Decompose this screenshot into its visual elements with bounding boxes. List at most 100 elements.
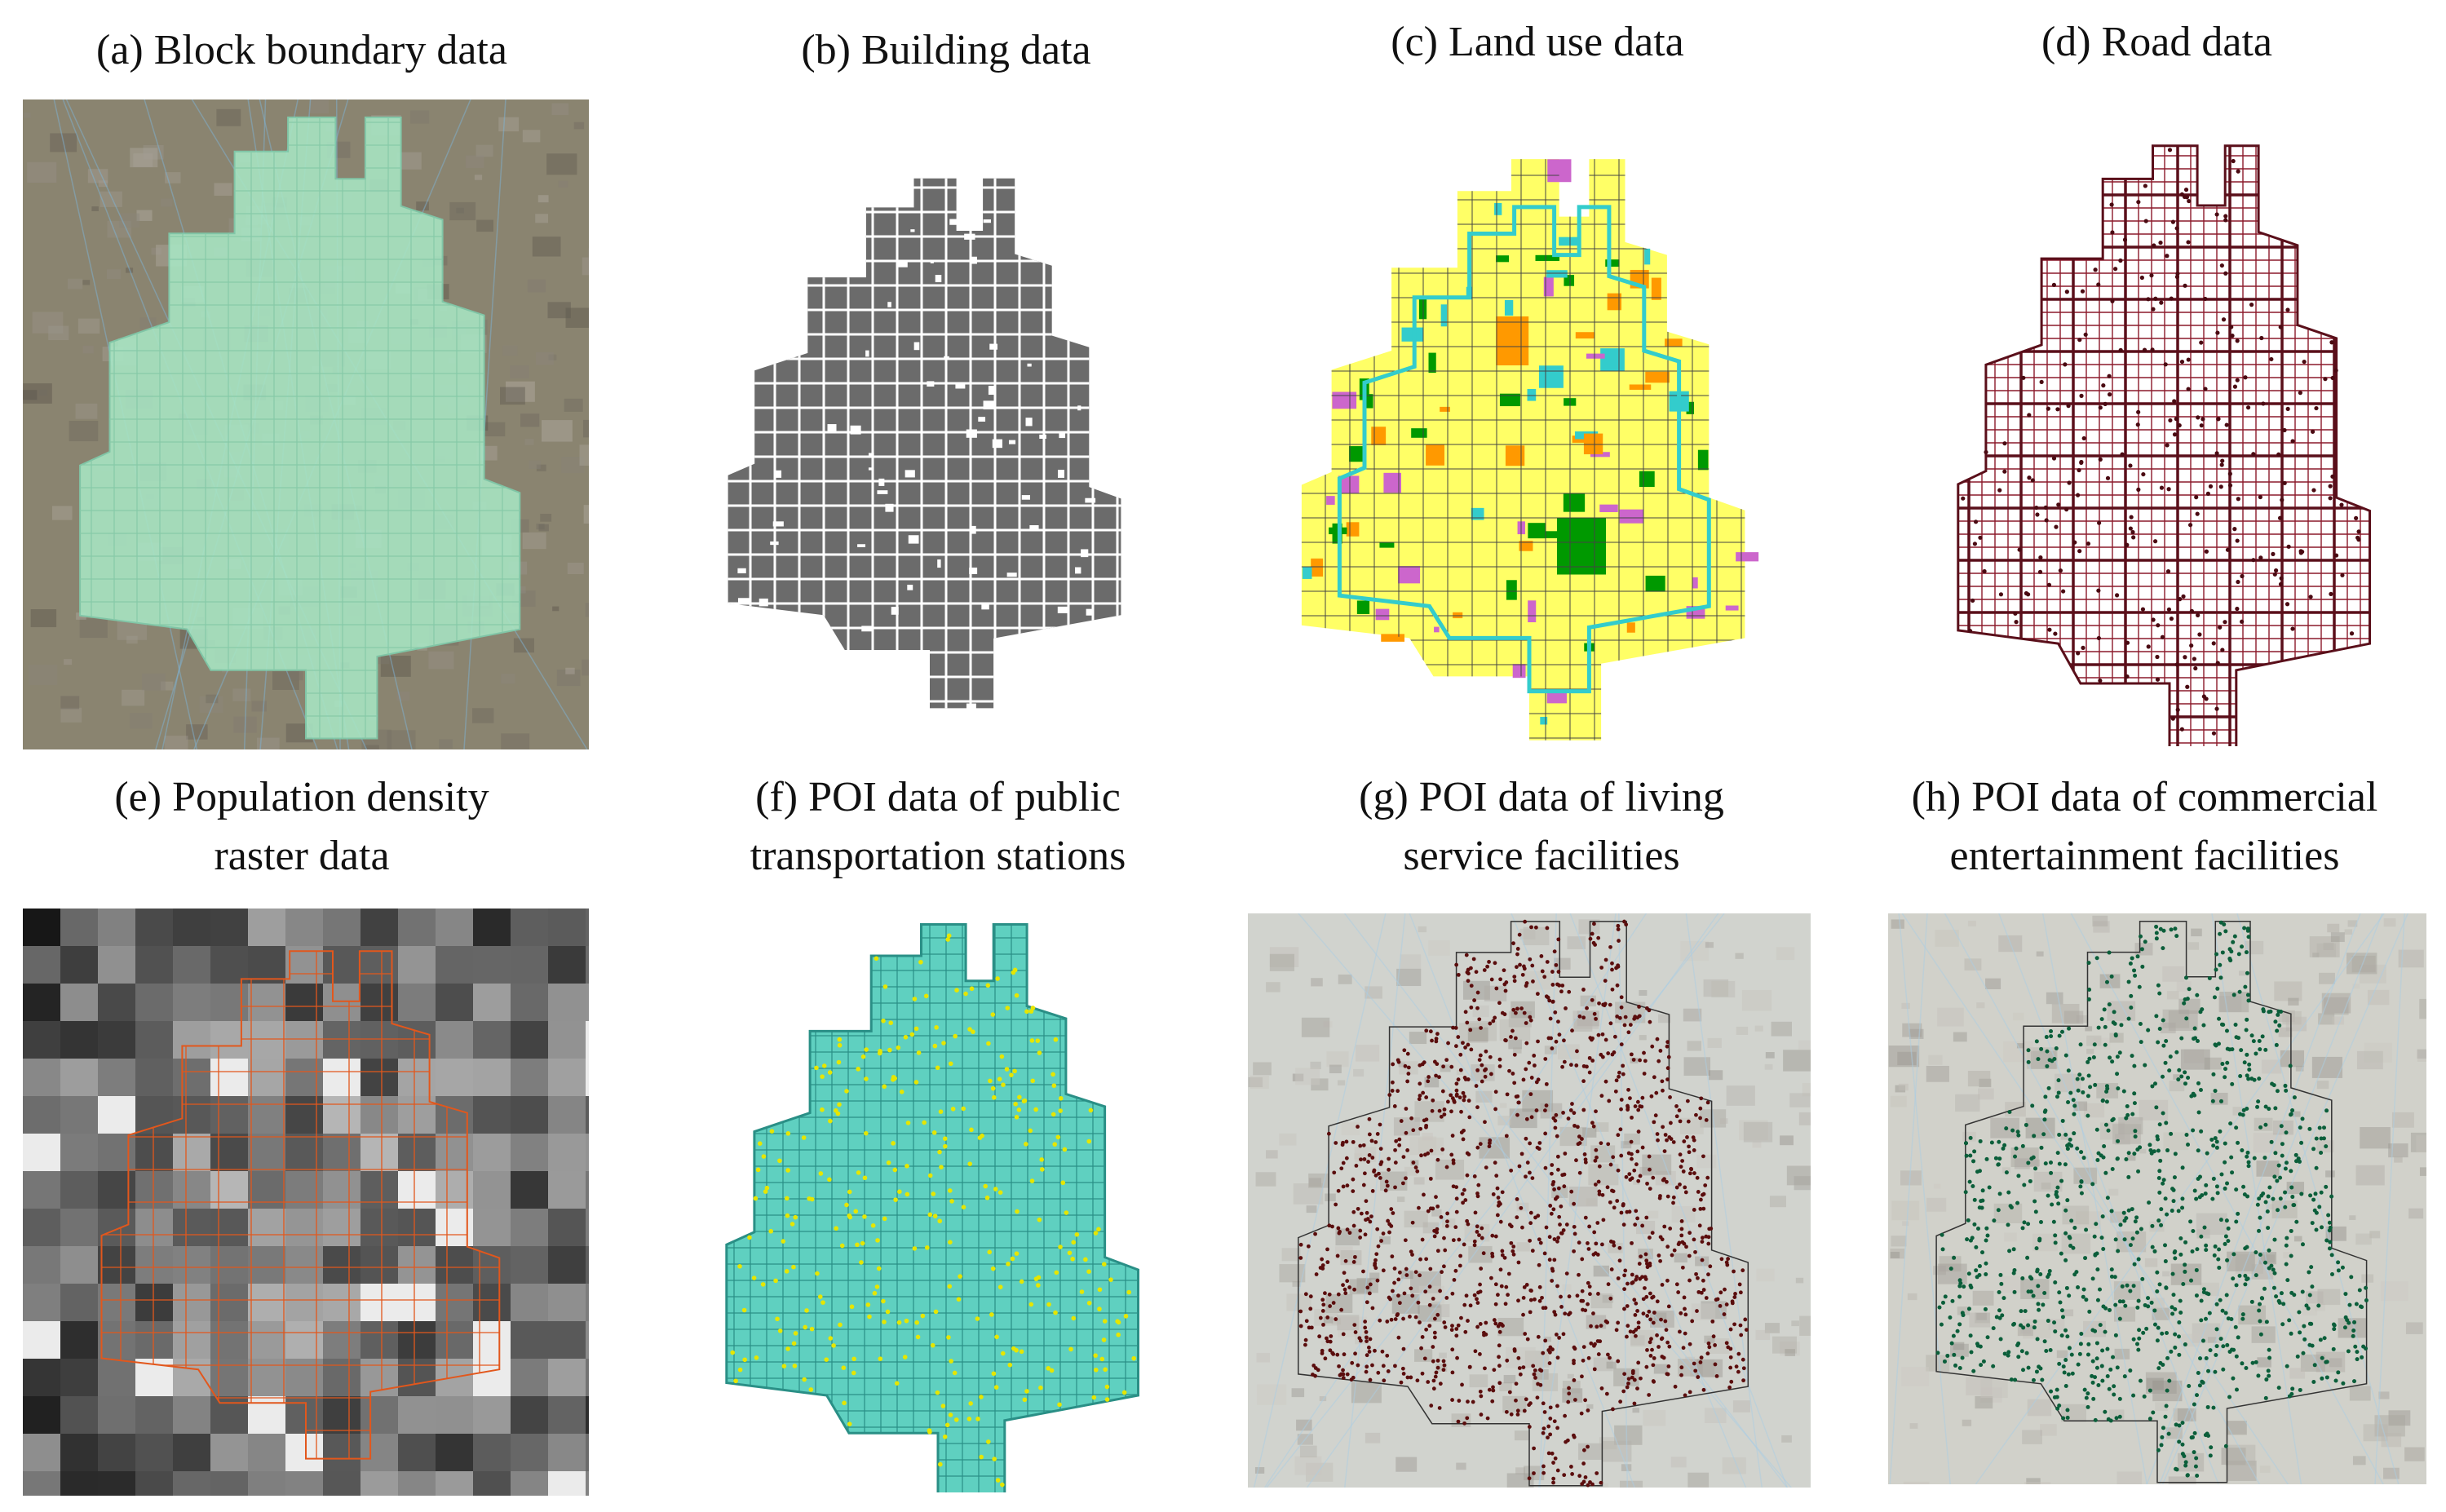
- commercial-poi: [2289, 1185, 2294, 1190]
- commercial-poi: [1961, 1313, 1966, 1318]
- raster-cell: [248, 1021, 285, 1059]
- raster-cell: [248, 1284, 285, 1321]
- living-poi: [1361, 1143, 1366, 1147]
- commercial-poi: [2136, 1298, 2141, 1303]
- commercial-poi: [2063, 1208, 2068, 1213]
- commercial-poi: [2093, 1417, 2098, 1422]
- living-poi: [1600, 1242, 1604, 1247]
- living-poi: [1511, 1252, 1516, 1257]
- commercial-poi: [2310, 1221, 2315, 1226]
- g-satellite-texture: [1765, 1052, 1775, 1059]
- living-poi: [1469, 984, 1474, 988]
- g-satellite-texture: [1499, 1103, 1507, 1108]
- commercial-poi: [2307, 1126, 2312, 1131]
- g-satellite-texture: [1503, 1374, 1516, 1384]
- commercial-poi: [2324, 1238, 2329, 1243]
- commercial-poi: [2198, 1174, 2203, 1179]
- living-poi: [1515, 1112, 1519, 1117]
- building-gap: [737, 568, 746, 574]
- landuse-parcel: [1356, 600, 1370, 614]
- transport-station: [730, 1350, 736, 1355]
- g-satellite-texture: [1588, 1164, 1619, 1186]
- commercial-poi: [2044, 1349, 2049, 1354]
- raster-cell: [210, 1434, 248, 1471]
- transport-station: [875, 1238, 880, 1243]
- raster-cell: [436, 946, 473, 984]
- commercial-poi: [2042, 1109, 2047, 1114]
- living-poi: [1681, 1346, 1686, 1351]
- commercial-poi: [1997, 1308, 2001, 1313]
- raster-cell: [323, 1021, 360, 1059]
- landuse-parcel: [1586, 353, 1605, 359]
- living-poi: [1574, 1158, 1578, 1163]
- commercial-poi: [2254, 1250, 2258, 1255]
- raster-cell: [548, 1209, 586, 1246]
- living-poi: [1449, 1109, 1453, 1114]
- commercial-poi: [2136, 1347, 2141, 1352]
- commercial-poi: [2211, 1405, 2216, 1410]
- living-poi: [1562, 1059, 1567, 1064]
- living-poi: [1401, 1316, 1405, 1321]
- living-poi: [1380, 1349, 1385, 1354]
- commercial-poi: [2173, 1332, 2178, 1337]
- living-poi: [1503, 988, 1508, 993]
- transport-station: [808, 1387, 814, 1392]
- living-poi: [1365, 1285, 1370, 1290]
- h-satellite-waterway: [1898, 913, 1951, 1484]
- living-poi: [1626, 1087, 1630, 1092]
- a-satellite-texture: [540, 513, 552, 522]
- living-poi: [1530, 1176, 1535, 1180]
- commercial-poi: [2177, 1352, 2182, 1357]
- road-node: [2120, 452, 2125, 457]
- commercial-poi: [1957, 1366, 1962, 1371]
- transport-station: [856, 1170, 861, 1175]
- living-poi: [1475, 1105, 1480, 1110]
- commercial-poi: [2176, 1077, 2181, 1082]
- living-poi: [1321, 1322, 1325, 1327]
- living-poi: [1593, 1183, 1598, 1187]
- transport-station: [1071, 1240, 1077, 1245]
- commercial-poi: [2156, 1175, 2161, 1180]
- living-poi: [1665, 1179, 1669, 1184]
- h-satellite-texture: [1980, 1378, 2008, 1399]
- commercial-poi: [2065, 1415, 2070, 1420]
- commercial-poi: [2189, 1435, 2194, 1440]
- living-poi: [1652, 1075, 1656, 1080]
- living-poi: [1606, 1051, 1611, 1055]
- living-poi: [1669, 1121, 1673, 1125]
- living-poi: [1656, 1253, 1661, 1258]
- living-poi: [1591, 1311, 1595, 1315]
- living-poi: [1577, 1474, 1582, 1479]
- g-satellite-texture: [1306, 1462, 1334, 1482]
- commercial-poi: [2218, 1298, 2223, 1302]
- transport-station: [902, 1355, 908, 1359]
- g-satellite-texture: [1428, 940, 1450, 956]
- g-satellite-texture: [1293, 1183, 1324, 1205]
- commercial-poi: [2154, 931, 2159, 935]
- commercial-poi: [2084, 1395, 2089, 1400]
- g-satellite-texture: [1310, 1061, 1321, 1070]
- living-poi: [1409, 1249, 1413, 1254]
- living-poi: [1418, 1273, 1422, 1278]
- road-node: [2290, 626, 2295, 631]
- building-gap: [1006, 573, 1017, 577]
- a-satellite-texture: [289, 670, 303, 681]
- commercial-poi: [2267, 1355, 2272, 1360]
- living-poi: [1685, 1099, 1690, 1103]
- road-node: [2135, 422, 2140, 427]
- g-satellite-texture: [1772, 1336, 1797, 1354]
- raster-cell: [548, 1096, 586, 1134]
- commercial-poi: [1951, 1333, 1956, 1338]
- living-poi: [1555, 1468, 1560, 1473]
- road-node: [2219, 263, 2224, 268]
- map-road: [1917, 143, 2422, 746]
- a-satellite-texture: [536, 464, 546, 471]
- raster-cell: [473, 1359, 511, 1396]
- raster-cell: [436, 1396, 473, 1434]
- living-poi: [1626, 1324, 1630, 1329]
- commercial-poi: [2173, 926, 2178, 931]
- living-poi: [1478, 1352, 1482, 1356]
- commercial-poi: [1945, 1353, 1950, 1358]
- h-satellite-texture: [2258, 1252, 2277, 1265]
- road-node: [2064, 507, 2069, 512]
